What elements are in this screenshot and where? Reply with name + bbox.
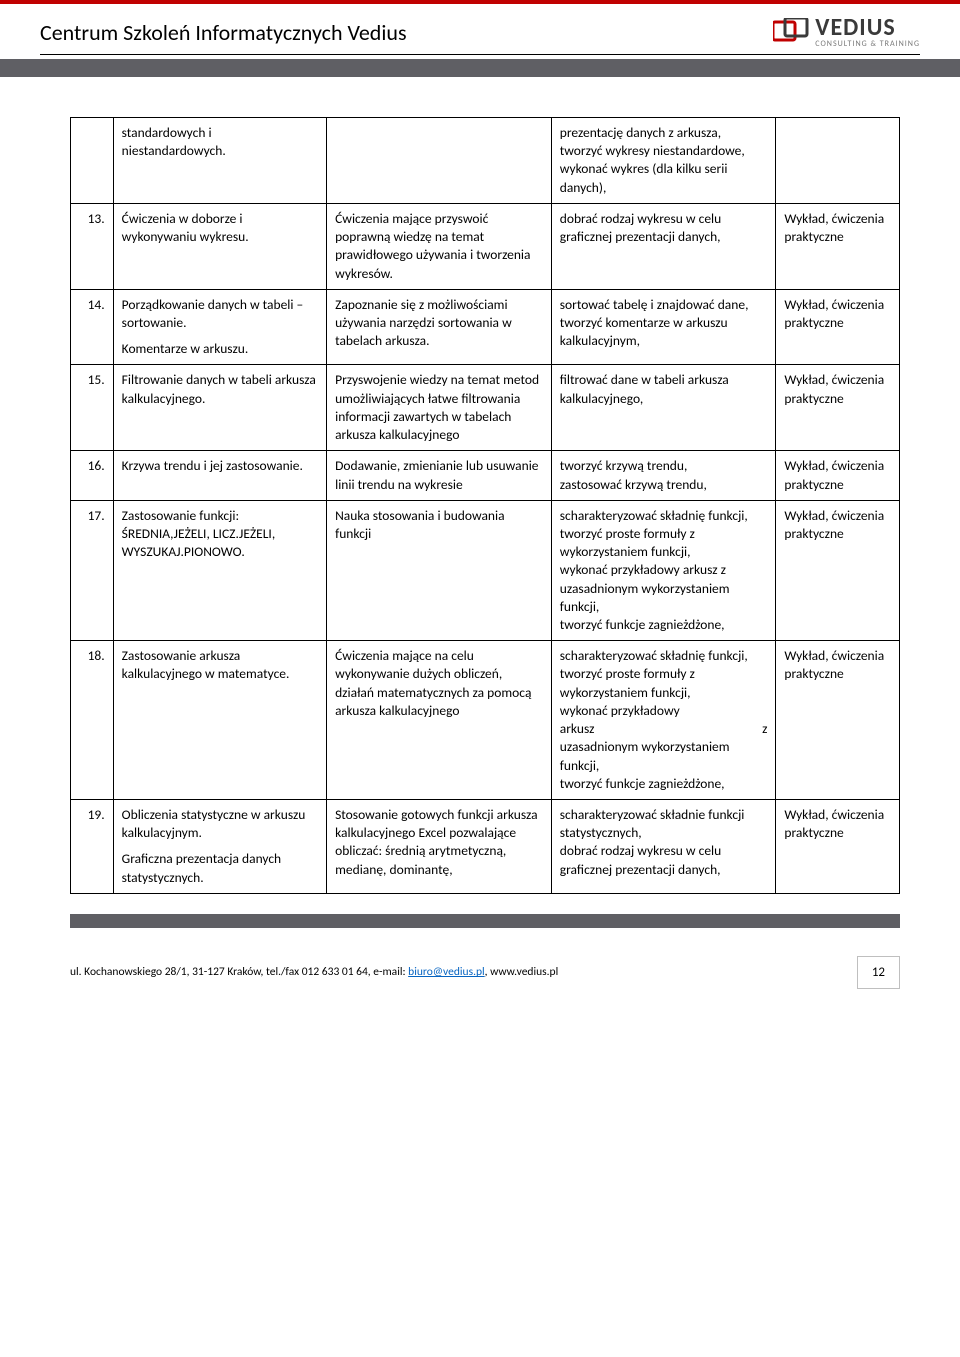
row-number: 14. [71,289,114,365]
vedius-logo: VEDIUS CONSULTING & TRAINING [773,16,920,48]
table-row: standardowych i niestandardowych. prezent… [71,118,900,204]
row-skills: tworzyć krzywą trendu,zastosować krzywą … [551,451,776,500]
row-method: Wykład, ćwiczenia praktyczne [776,451,900,500]
logo-text-main: VEDIUS [815,16,920,40]
row-description: Ćwiczenia mające przyswoić poprawną wied… [327,203,552,289]
row-skills: prezentację danych z arkusza,tworzyć wyk… [551,118,776,204]
row-topic: Porządkowanie danych w tabeli – sortowan… [113,289,326,365]
footer-row: ul. Kochanowskiego 28/1, 31-127 Kraków, … [70,956,900,989]
row-topic: Zastosowanie funkcji: ŚREDNIA,JEŻELI, LI… [113,500,326,641]
row-topic: Obliczenia statystyczne w arkuszu kalkul… [113,800,326,894]
row-topic: standardowych i niestandardowych. [113,118,326,204]
header-title: Centrum Szkoleń Informatycznych Vedius [40,19,407,46]
logo-text-sub: CONSULTING & TRAINING [815,40,920,48]
row-method [776,118,900,204]
row-description: Ćwiczenia mające na celu wykonywanie duż… [327,641,552,800]
row-topic: Ćwiczenia w doborze i wykonywaniu wykres… [113,203,326,289]
footer-prefix: ul. Kochanowskiego 28/1, 31-127 Kraków, … [70,965,408,979]
row-number: 15. [71,365,114,451]
row-skills: scharakteryzować składnie funkcji statys… [551,800,776,894]
row-number: 13. [71,203,114,289]
row-method: Wykład, ćwiczenia praktyczne [776,500,900,641]
logo-mark-icon [773,18,809,46]
row-method: Wykład, ćwiczenia praktyczne [776,365,900,451]
row-description: Dodawanie, zmienianie lub usuwanie linii… [327,451,552,500]
footer-text: ul. Kochanowskiego 28/1, 31-127 Kraków, … [70,965,558,979]
row-skills: scharakteryzować składnię funkcji,tworzy… [551,500,776,641]
logo-text: VEDIUS CONSULTING & TRAINING [815,16,920,48]
table-row: 13.Ćwiczenia w doborze i wykonywaniu wyk… [71,203,900,289]
row-skills: dobrać rodzaj wykresu w celu graficznej … [551,203,776,289]
table-row: 19.Obliczenia statystyczne w arkuszu kal… [71,800,900,894]
row-skills: sortować tabelę i znajdować dane,tworzyć… [551,289,776,365]
footer-email-link[interactable]: biuro@vedius.pl [408,965,485,979]
row-topic: Filtrowanie danych w tabeli arkusza kalk… [113,365,326,451]
row-skills: filtrować dane w tabeli arkusza kalkulac… [551,365,776,451]
row-number: 18. [71,641,114,800]
row-method: Wykład, ćwiczenia praktyczne [776,289,900,365]
row-description: Przyswojenie wiedzy na temat metod umożl… [327,365,552,451]
row-topic: Krzywa trendu i jej zastosowanie. [113,451,326,500]
row-method: Wykład, ćwiczenia praktyczne [776,641,900,800]
footer-suffix: , www.vedius.pl [485,965,559,979]
row-number: 19. [71,800,114,894]
row-skills: scharakteryzować składnię funkcji,tworzy… [551,641,776,800]
table-row: 18.Zastosowanie arkusza kalkulacyjnego w… [71,641,900,800]
table-row: 15.Filtrowanie danych w tabeli arkusza k… [71,365,900,451]
row-method: Wykład, ćwiczenia praktyczne [776,203,900,289]
footer: ul. Kochanowskiego 28/1, 31-127 Kraków, … [0,914,960,1019]
page-header: Centrum Szkoleń Informatycznych Vedius V… [0,4,960,48]
row-topic: Zastosowanie arkusza kalkulacyjnego w ma… [113,641,326,800]
table-row: 14.Porządkowanie danych w tabeli – sorto… [71,289,900,365]
row-number: 17. [71,500,114,641]
row-method: Wykład, ćwiczenia praktyczne [776,800,900,894]
row-number: 16. [71,451,114,500]
page-number: 12 [857,956,900,989]
row-description: Nauka stosowania i budowania funkcji [327,500,552,641]
header-underline [40,54,920,55]
header-gray-bar [0,59,960,77]
table-row: 17.Zastosowanie funkcji: ŚREDNIA,JEŻELI,… [71,500,900,641]
table-row: 16.Krzywa trendu i jej zastosowanie.Doda… [71,451,900,500]
curriculum-table: standardowych i niestandardowych. prezent… [70,117,900,894]
row-description: Zapoznanie się z możliwościami używania … [327,289,552,365]
row-description: Stosowanie gotowych funkcji arkusza kalk… [327,800,552,894]
main-content: standardowych i niestandardowych. prezent… [0,77,960,914]
row-description [327,118,552,204]
footer-gray-bar [70,914,900,928]
row-number [71,118,114,204]
